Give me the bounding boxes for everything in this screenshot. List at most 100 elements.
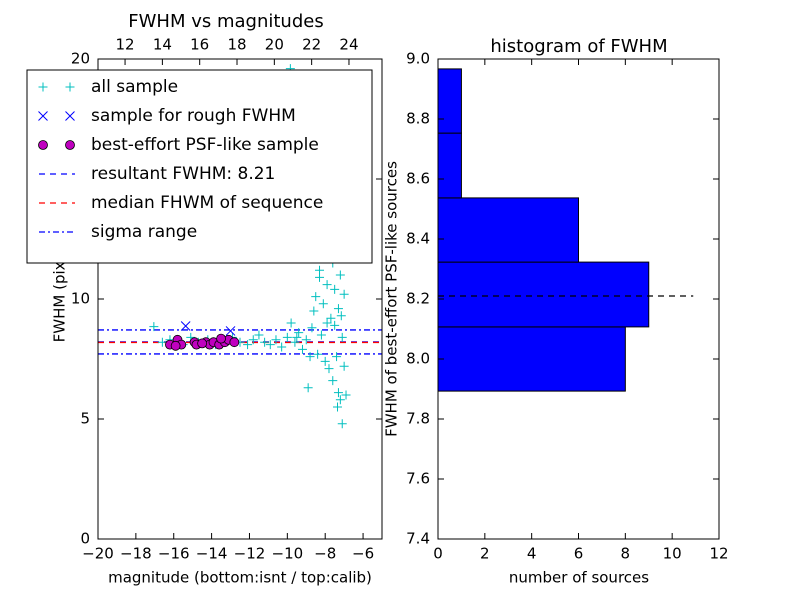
point bbox=[332, 352, 342, 362]
x2-tick-label: 18 bbox=[227, 36, 246, 54]
bar bbox=[438, 132, 462, 199]
x-axis-label: number of sources bbox=[509, 569, 649, 587]
point bbox=[180, 321, 191, 331]
point bbox=[149, 322, 159, 332]
point bbox=[216, 333, 226, 344]
point bbox=[320, 356, 330, 366]
point bbox=[271, 335, 281, 345]
plot-area bbox=[98, 64, 382, 429]
point bbox=[282, 332, 292, 342]
y-tick-label: 20 bbox=[71, 50, 90, 68]
x-tick-label: −8 bbox=[314, 545, 336, 563]
x2-tick-label: 20 bbox=[265, 36, 284, 54]
point bbox=[335, 395, 345, 405]
y-tick-label: 9.0 bbox=[406, 50, 430, 68]
legend-marker bbox=[38, 82, 48, 92]
point bbox=[292, 332, 302, 342]
x-tick-label: −6 bbox=[352, 545, 374, 563]
x-axis-label: magnitude (bottom:isnt / top:calib) bbox=[108, 569, 372, 587]
legend-marker bbox=[38, 111, 48, 121]
legend-label: all sample bbox=[91, 77, 178, 97]
point bbox=[243, 340, 253, 350]
x-tick-label: 8 bbox=[621, 545, 631, 563]
point bbox=[337, 419, 347, 429]
y-tick-label: 8.8 bbox=[406, 110, 430, 128]
x-tick-label: −16 bbox=[158, 545, 190, 563]
legend: all sample sample for rough FWHM best-effo… bbox=[26, 69, 373, 264]
point bbox=[248, 335, 258, 345]
bar bbox=[438, 326, 626, 392]
point bbox=[157, 337, 167, 347]
x-tick-label: −10 bbox=[272, 545, 304, 563]
y-tick-label: 0 bbox=[80, 530, 90, 548]
plot-area bbox=[438, 68, 650, 392]
x-tick-label: 0 bbox=[433, 545, 443, 563]
y-tick-label: 8.2 bbox=[406, 290, 430, 308]
legend-label: resultant FWHM: 8.21 bbox=[91, 164, 275, 184]
point bbox=[225, 326, 236, 336]
point bbox=[286, 318, 296, 328]
x2-tick-label: 16 bbox=[190, 36, 209, 54]
point bbox=[290, 337, 300, 347]
x2-tick-label: 22 bbox=[302, 36, 321, 54]
point bbox=[197, 338, 208, 349]
point bbox=[341, 390, 351, 400]
point bbox=[335, 270, 345, 280]
point bbox=[339, 289, 349, 299]
x-tick-label: −20 bbox=[82, 545, 114, 563]
bar bbox=[438, 197, 579, 263]
point bbox=[316, 330, 326, 340]
point bbox=[322, 318, 332, 328]
x2-tick-label: 12 bbox=[116, 36, 135, 54]
legend-label: best-effort PSF-like sample bbox=[91, 135, 319, 155]
point bbox=[328, 376, 338, 386]
point bbox=[330, 320, 340, 330]
point bbox=[333, 304, 343, 314]
x-tick-label: −12 bbox=[234, 545, 266, 563]
x-tick-label: 4 bbox=[527, 545, 537, 563]
point bbox=[315, 272, 325, 282]
x-tick-label: −14 bbox=[196, 545, 228, 563]
point bbox=[336, 311, 346, 321]
y-axis-label: FWHM (pix) bbox=[51, 256, 69, 343]
point bbox=[333, 388, 343, 398]
bar bbox=[438, 261, 650, 328]
point bbox=[277, 342, 287, 352]
legend-label: sigma range bbox=[91, 222, 197, 242]
y-tick-label: 8.0 bbox=[406, 350, 430, 368]
bar bbox=[438, 68, 462, 134]
y-tick-label: 5 bbox=[80, 410, 90, 428]
point bbox=[330, 284, 340, 294]
point bbox=[301, 335, 311, 345]
x2-tick-label: 24 bbox=[339, 36, 358, 54]
legend-marker bbox=[65, 111, 75, 121]
point bbox=[297, 344, 307, 354]
y-tick-label: 7.6 bbox=[406, 470, 430, 488]
y-axis-label: FWHM of best-effort PSF-like sources bbox=[383, 161, 401, 437]
point bbox=[170, 340, 181, 351]
point bbox=[303, 383, 313, 393]
y-tick-label: 8.6 bbox=[406, 170, 430, 188]
point bbox=[311, 292, 321, 302]
point bbox=[313, 349, 323, 359]
point bbox=[254, 330, 264, 340]
point bbox=[265, 340, 275, 350]
axes-frame bbox=[437, 58, 720, 540]
point bbox=[307, 323, 317, 333]
legend-marker bbox=[38, 140, 48, 150]
y-tick-label: 10 bbox=[71, 290, 90, 308]
x-tick-label: 12 bbox=[709, 545, 728, 563]
axes-frame bbox=[97, 58, 383, 540]
chart-title: histogram of FWHM bbox=[490, 36, 667, 57]
point bbox=[309, 306, 319, 316]
x-tick-label: 6 bbox=[574, 545, 584, 563]
x-tick-label: 2 bbox=[480, 545, 490, 563]
y-tick-label: 7.4 bbox=[406, 530, 430, 548]
y-tick-label: 7.8 bbox=[406, 410, 430, 428]
point bbox=[305, 352, 315, 362]
legend-marker bbox=[65, 140, 75, 150]
x-tick-label: −18 bbox=[120, 545, 152, 563]
legend-label: median FHWM of sequence bbox=[91, 193, 323, 213]
point bbox=[229, 337, 240, 348]
